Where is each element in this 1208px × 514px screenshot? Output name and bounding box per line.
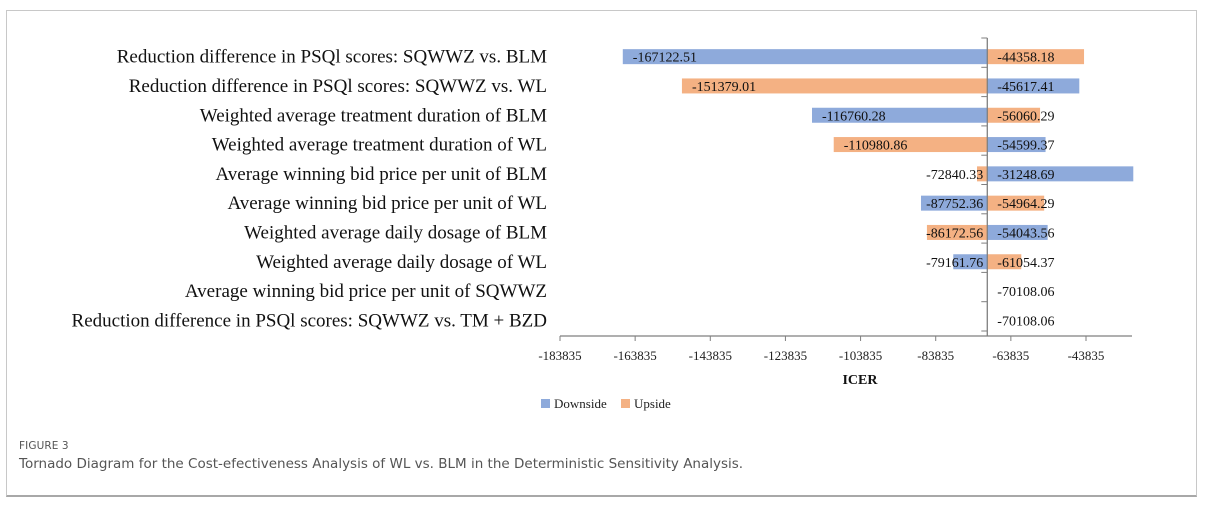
data-label-upside: -44358.18 (997, 51, 1054, 66)
x-tick-label: -63835 (992, 348, 1029, 363)
x-tick-label: -123835 (764, 348, 807, 363)
x-tick-label: -83835 (917, 348, 954, 363)
data-label-downside: -87752.36 (926, 197, 983, 212)
x-tick-label: -163835 (613, 348, 656, 363)
category-label: Average winning bid price per unit of BL… (215, 164, 547, 185)
category-label: Reduction difference in PSQl scores: SQW… (129, 76, 547, 97)
bar-downside (987, 78, 1080, 94)
data-label-downside: -31248.69 (997, 168, 1054, 183)
data-label-upside: -61054.37 (997, 256, 1054, 271)
data-label-upside: -70108.06 (997, 285, 1054, 300)
data-label-downside: -116760.28 (822, 109, 886, 124)
data-label-upside: -56060.29 (997, 109, 1054, 124)
figure-label: FIGURE 3 (19, 440, 69, 452)
legend-label-downside: Downside (554, 396, 607, 411)
bar-upside (681, 78, 988, 94)
category-label: Average winning bid price per unit of WL (227, 193, 547, 214)
bar-downside (920, 195, 988, 211)
x-tick-label: -143835 (689, 348, 732, 363)
x-tick-label: -43835 (1068, 348, 1105, 363)
bar-upside (987, 49, 1085, 65)
category-label: Weighted average daily dosage of BLM (244, 222, 547, 243)
category-label: Average winning bid price per unit of SQ… (185, 281, 547, 302)
data-label-downside: -167122.51 (633, 51, 697, 66)
data-label-upside: -72840.33 (926, 168, 983, 183)
category-label: Weighted average daily dosage of WL (256, 252, 547, 273)
bar-upside (987, 195, 1045, 211)
bar-downside (987, 137, 1046, 153)
axes: -183835 -163835 -143835 -123835 -103835 -8383… (538, 37, 1132, 363)
bar-downside (622, 49, 988, 65)
legend-swatch-downside (541, 399, 550, 408)
bar-upside (833, 137, 988, 153)
data-label-upside: -70108.06 (997, 314, 1054, 329)
data-label-upside: -54964.29 (997, 197, 1054, 212)
legend: Downside Upside (541, 396, 671, 411)
legend-label-upside: Upside (634, 396, 671, 411)
bar-downside (987, 224, 1048, 240)
category-label: Reduction difference in PSQl scores: SQW… (72, 310, 547, 331)
x-tick-label: -183835 (538, 348, 581, 363)
category-label: Weighted average treatment duration of W… (212, 135, 547, 156)
tornado-chart: Reduction difference in PSQl scores: SQW… (72, 37, 1134, 411)
data-label-downside: -79161.76 (926, 256, 983, 271)
bar-upside (926, 224, 988, 240)
bar-upside (987, 107, 1041, 123)
value-labels: -167122.51 -44358.18 -45617.41 -151379.01 -1… (633, 51, 1055, 330)
data-label-downside: -45617.41 (997, 80, 1054, 95)
legend-swatch-upside (621, 399, 630, 408)
bar-downside (953, 254, 988, 270)
bar-upside (987, 254, 1022, 270)
x-axis-title: ICER (842, 373, 878, 388)
x-tick-label: -103835 (839, 348, 882, 363)
figure-caption: Tornado Diagram for the Cost-efectivenes… (19, 456, 744, 472)
bar-upside (977, 166, 988, 182)
data-label-downside: -54599.37 (997, 139, 1054, 154)
data-label-upside: -110980.86 (844, 139, 908, 154)
category-label: Reduction difference in PSQl scores: SQW… (117, 47, 547, 68)
bars (622, 49, 1134, 270)
category-labels: Reduction difference in PSQl scores: SQW… (72, 47, 548, 332)
data-label-upside: -151379.01 (692, 80, 756, 95)
category-label: Weighted average treatment duration of B… (200, 105, 547, 126)
data-label-downside: -54043.56 (997, 226, 1054, 241)
bar-downside (987, 166, 1134, 182)
data-label-upside: -86172.56 (926, 226, 983, 241)
bar-downside (812, 107, 988, 123)
